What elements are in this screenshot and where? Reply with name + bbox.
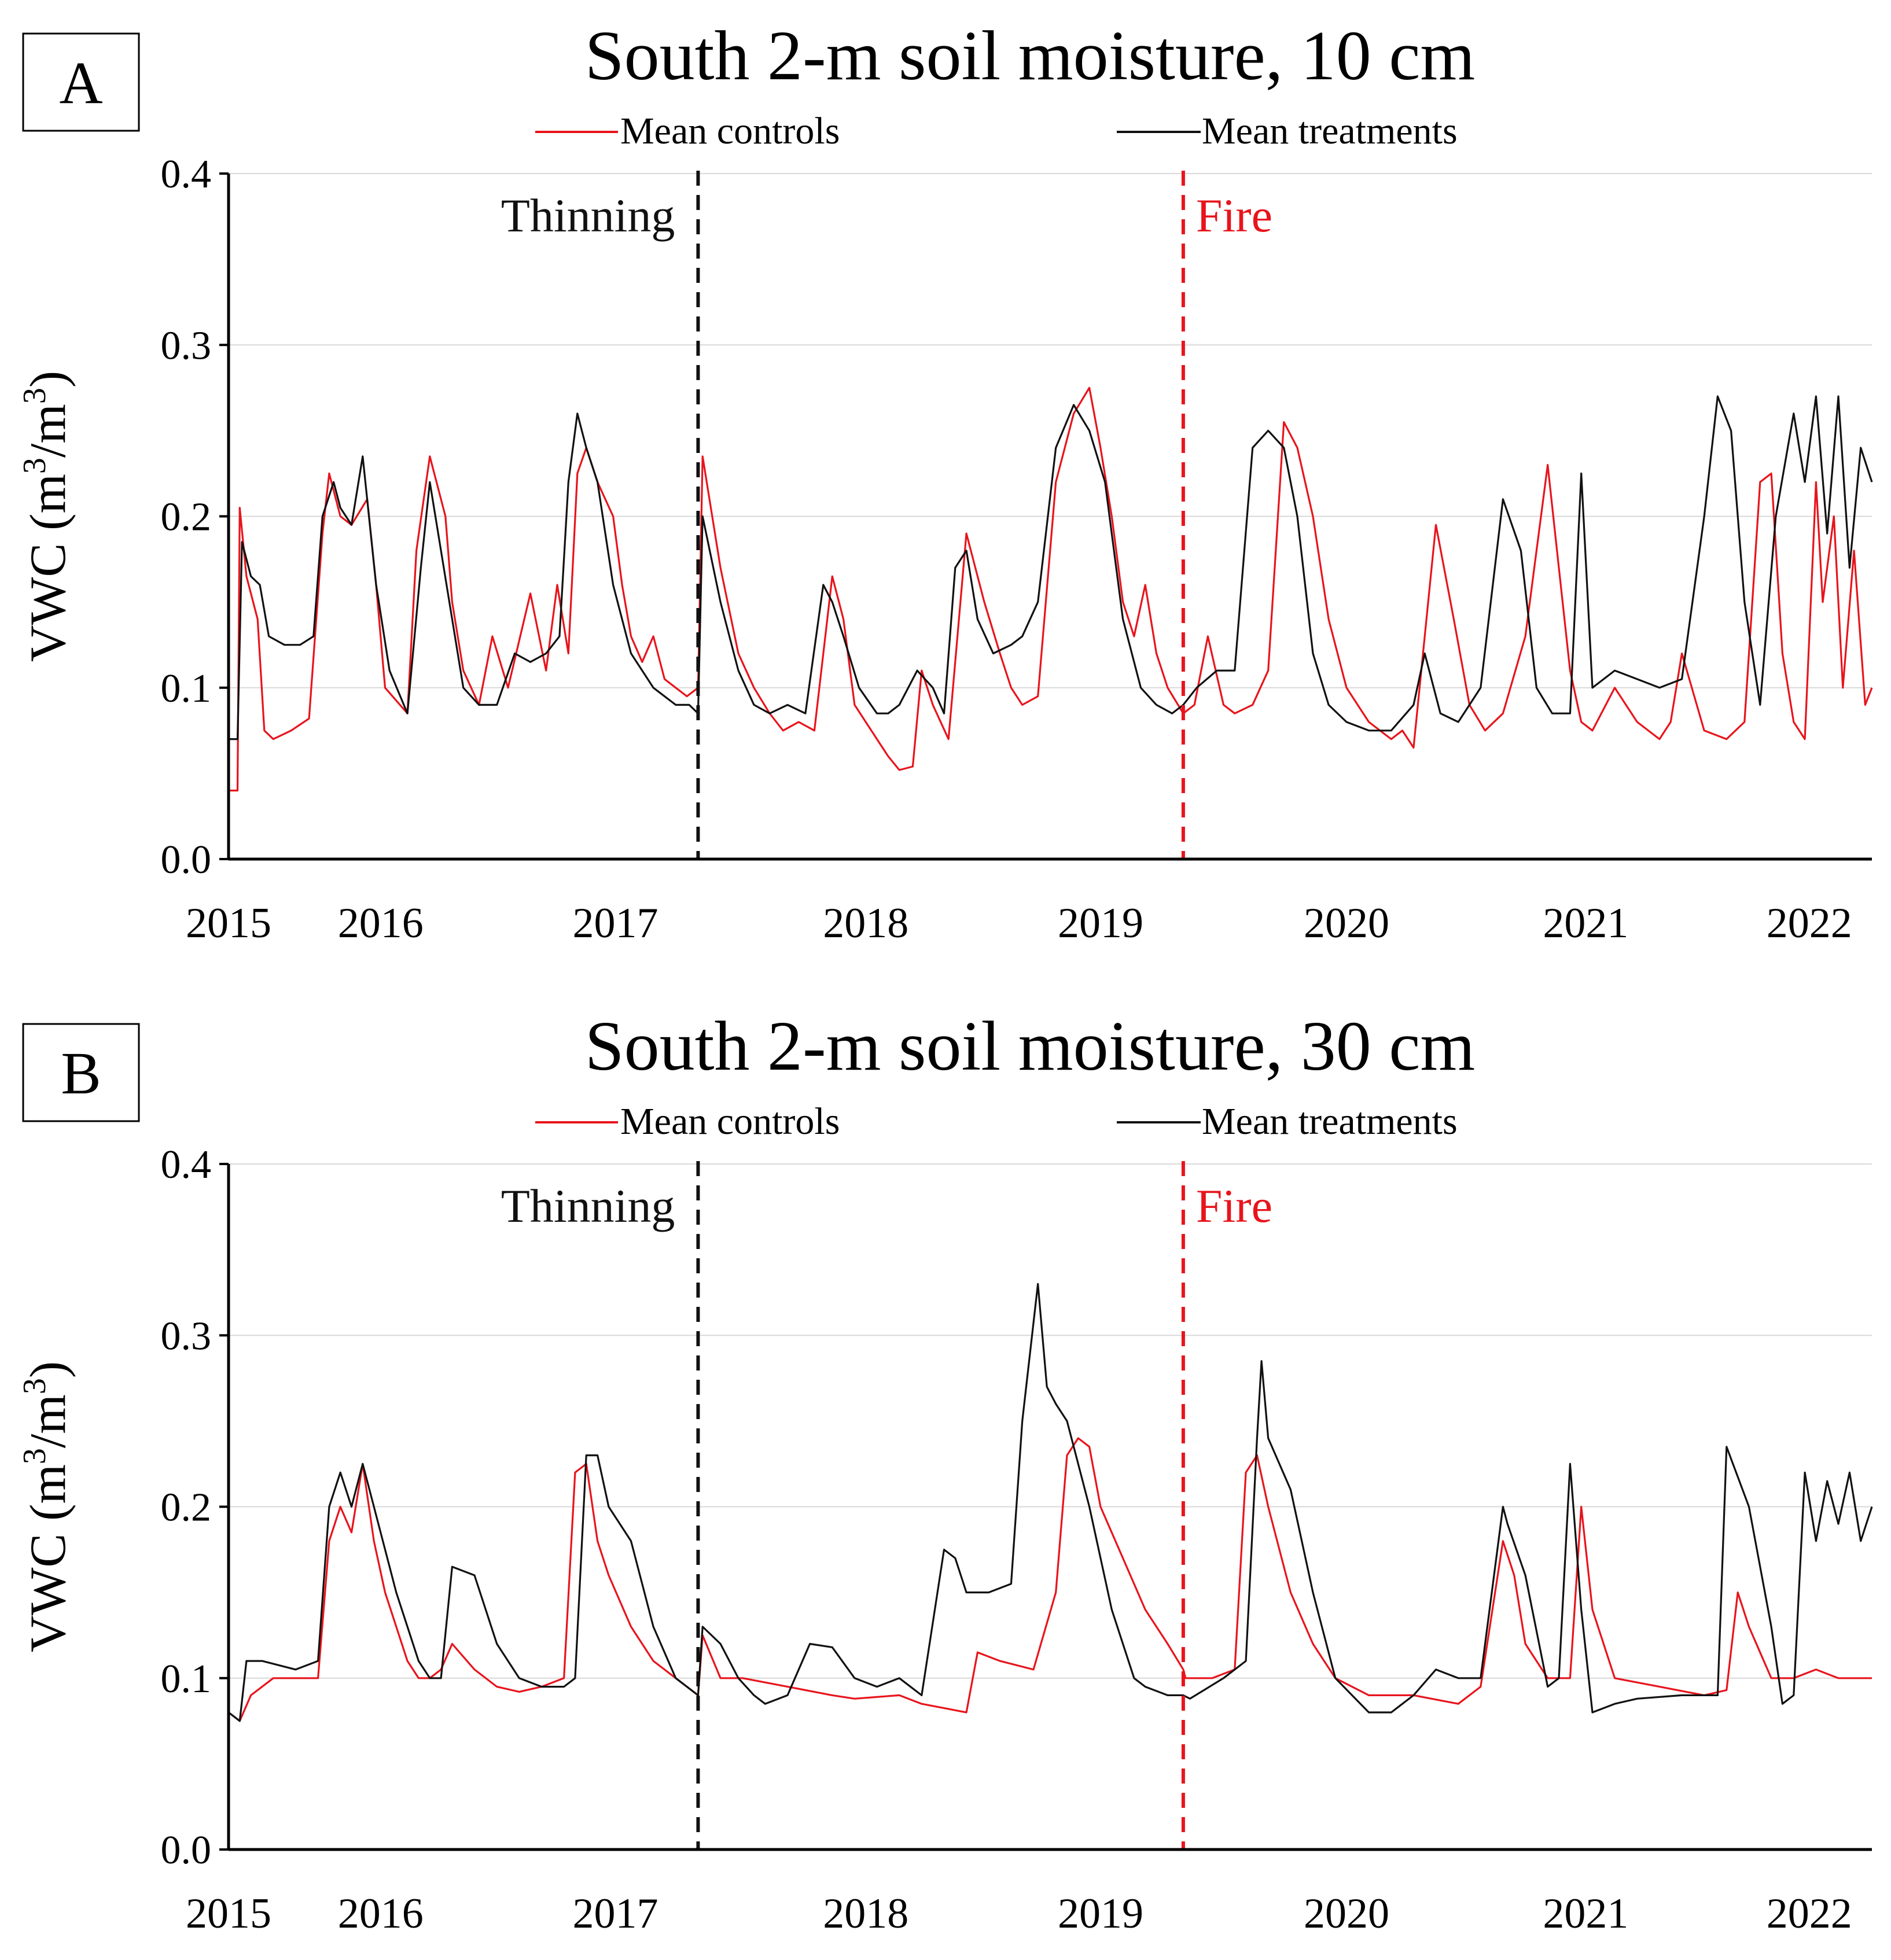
y-axis-label-part: /m: [20, 1394, 76, 1448]
x-tick-label: 2020: [1304, 1890, 1389, 1937]
event-label-thinning: Thinning: [501, 189, 675, 242]
panel-b: B South 2-m soil moisture, 30 cm Mean cont…: [17, 1007, 1873, 1937]
x-tick-label: 2018: [823, 1890, 908, 1937]
y-tick-label: 0.1: [161, 1657, 212, 1701]
y-axis-label: VWC (m3/m3): [17, 1361, 76, 1652]
event-label-fire: Fire: [1196, 1180, 1272, 1232]
legend-label-controls: Mean controls: [620, 110, 840, 152]
y-tick-label: 0.2: [161, 495, 212, 540]
x-tick-label: 2018: [823, 900, 908, 947]
y-axis-label-part: ): [20, 1361, 76, 1378]
series-line-treatments: [228, 1283, 1873, 1722]
y-axis-label-part: VWC (m: [20, 474, 76, 662]
x-tick-label: 2019: [1058, 900, 1143, 947]
x-tick-label: 2017: [572, 1890, 658, 1937]
y-tick-label: 0.4: [161, 1143, 212, 1187]
legend-label-controls: Mean controls: [620, 1100, 840, 1143]
y-axis-label-part: ): [20, 371, 76, 388]
y-axis-label-part: VWC (m: [20, 1464, 76, 1652]
y-tick-label: 0.4: [161, 152, 212, 197]
y-axis-label-part: 3: [17, 1378, 53, 1394]
y-tick-label: 0.0: [161, 838, 212, 882]
y-tick-label: 0.3: [161, 323, 212, 368]
chart-title: South 2-m soil moisture, 30 cm: [585, 1007, 1476, 1085]
chart-title: South 2-m soil moisture, 10 cm: [585, 17, 1476, 95]
x-tick-label: 2022: [1767, 900, 1852, 947]
event-label-fire: Fire: [1196, 189, 1272, 242]
y-tick-label: 0.2: [161, 1486, 212, 1530]
panel-label: B: [61, 1040, 101, 1107]
y-tick-label: 0.1: [161, 666, 212, 711]
series-line-treatments: [229, 395, 1873, 740]
y-tick-label: 0.3: [161, 1314, 212, 1358]
x-tick-label: 2019: [1058, 1890, 1143, 1937]
x-tick-label: 2021: [1543, 900, 1628, 947]
y-axis-label-part: /m: [20, 404, 76, 458]
x-tick-label: 2016: [338, 900, 424, 947]
x-tick-label: 2021: [1543, 1890, 1628, 1937]
panel-label-box: [22, 32, 140, 132]
y-axis-label: VWC (m3/m3): [17, 371, 76, 662]
x-tick-label: 2015: [186, 1890, 271, 1937]
y-axis-label-part: 3: [17, 388, 53, 404]
panel-a: A South 2-m soil moisture, 10 cm Mean cont…: [17, 17, 1873, 947]
series-line-controls: [229, 386, 1873, 792]
legend-label-treatments: Mean treatments: [1202, 1100, 1458, 1143]
y-tick-label: 0.0: [161, 1828, 212, 1873]
panel-label: A: [59, 50, 102, 116]
x-tick-label: 2016: [338, 1890, 424, 1937]
x-tick-label: 2022: [1767, 1890, 1852, 1937]
y-axis-label-part: 3: [17, 1448, 53, 1464]
x-tick-label: 2020: [1304, 900, 1389, 947]
x-tick-label: 2017: [572, 900, 658, 947]
panel-label-box: [22, 1023, 140, 1122]
event-label-thinning: Thinning: [501, 1180, 675, 1232]
legend-label-treatments: Mean treatments: [1202, 110, 1458, 152]
x-tick-label: 2015: [186, 900, 271, 947]
y-axis-label-part: 3: [17, 458, 53, 474]
